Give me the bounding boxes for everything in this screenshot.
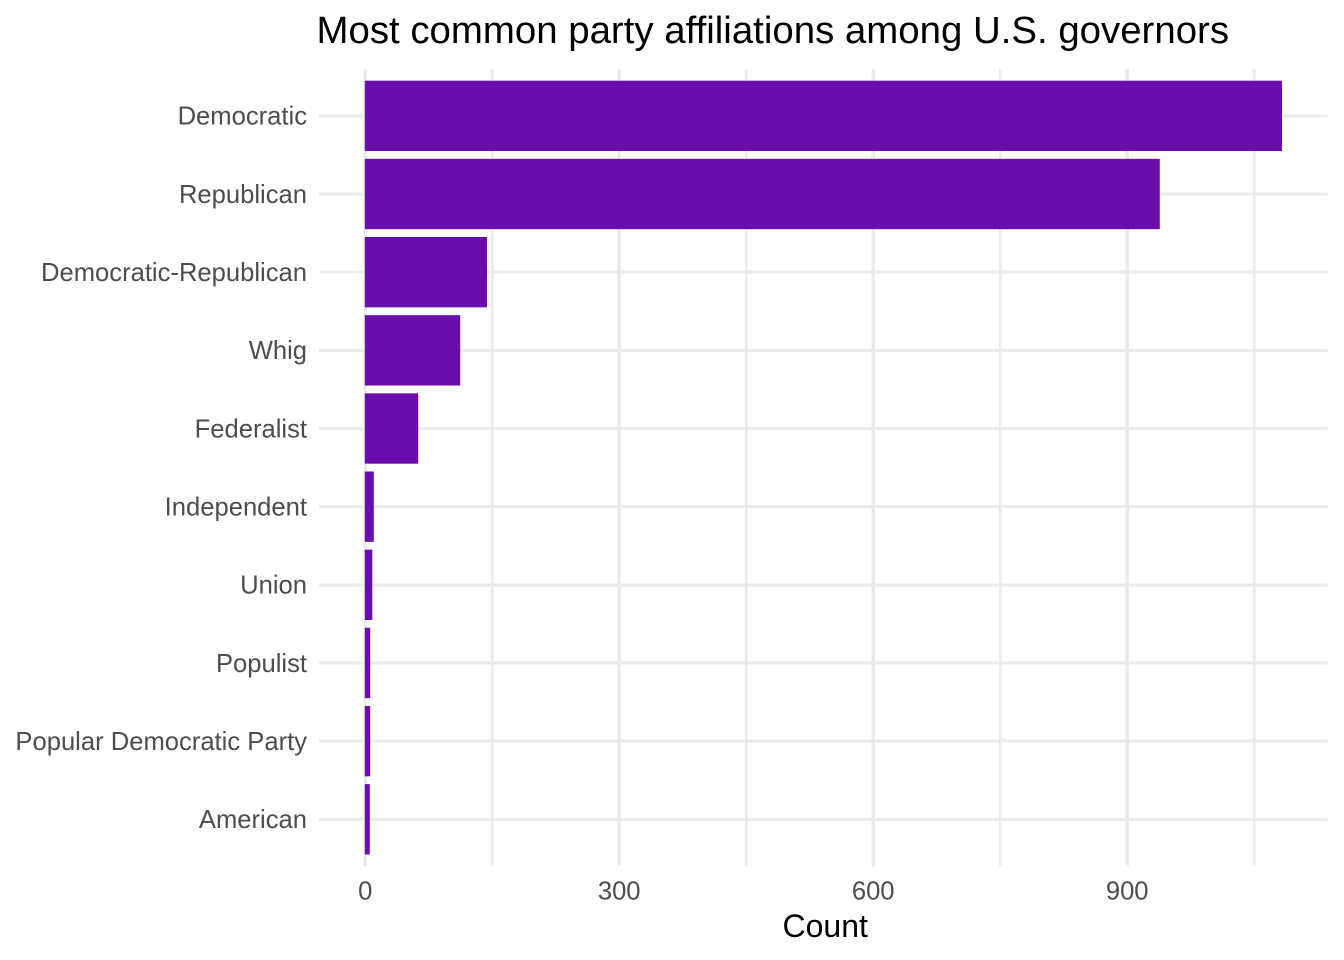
svg-text:Union: Union: [240, 572, 307, 600]
svg-text:0: 0: [358, 878, 372, 906]
svg-text:300: 300: [598, 878, 641, 906]
svg-text:American: American: [199, 806, 307, 834]
svg-text:Most common party affiliations: Most common party affiliations among U.S…: [317, 9, 1230, 52]
svg-text:Popular Democratic Party: Popular Democratic Party: [15, 728, 307, 756]
svg-text:Independent: Independent: [165, 493, 307, 521]
svg-text:Count: Count: [783, 908, 869, 944]
svg-text:Republican: Republican: [179, 181, 307, 209]
svg-text:Populist: Populist: [216, 650, 307, 678]
svg-text:900: 900: [1106, 878, 1149, 906]
svg-text:Democratic: Democratic: [178, 103, 308, 131]
svg-text:600: 600: [852, 878, 895, 906]
svg-text:Whig: Whig: [249, 337, 307, 365]
svg-text:Federalist: Federalist: [195, 415, 307, 443]
svg-text:Democratic-Republican: Democratic-Republican: [41, 259, 307, 287]
